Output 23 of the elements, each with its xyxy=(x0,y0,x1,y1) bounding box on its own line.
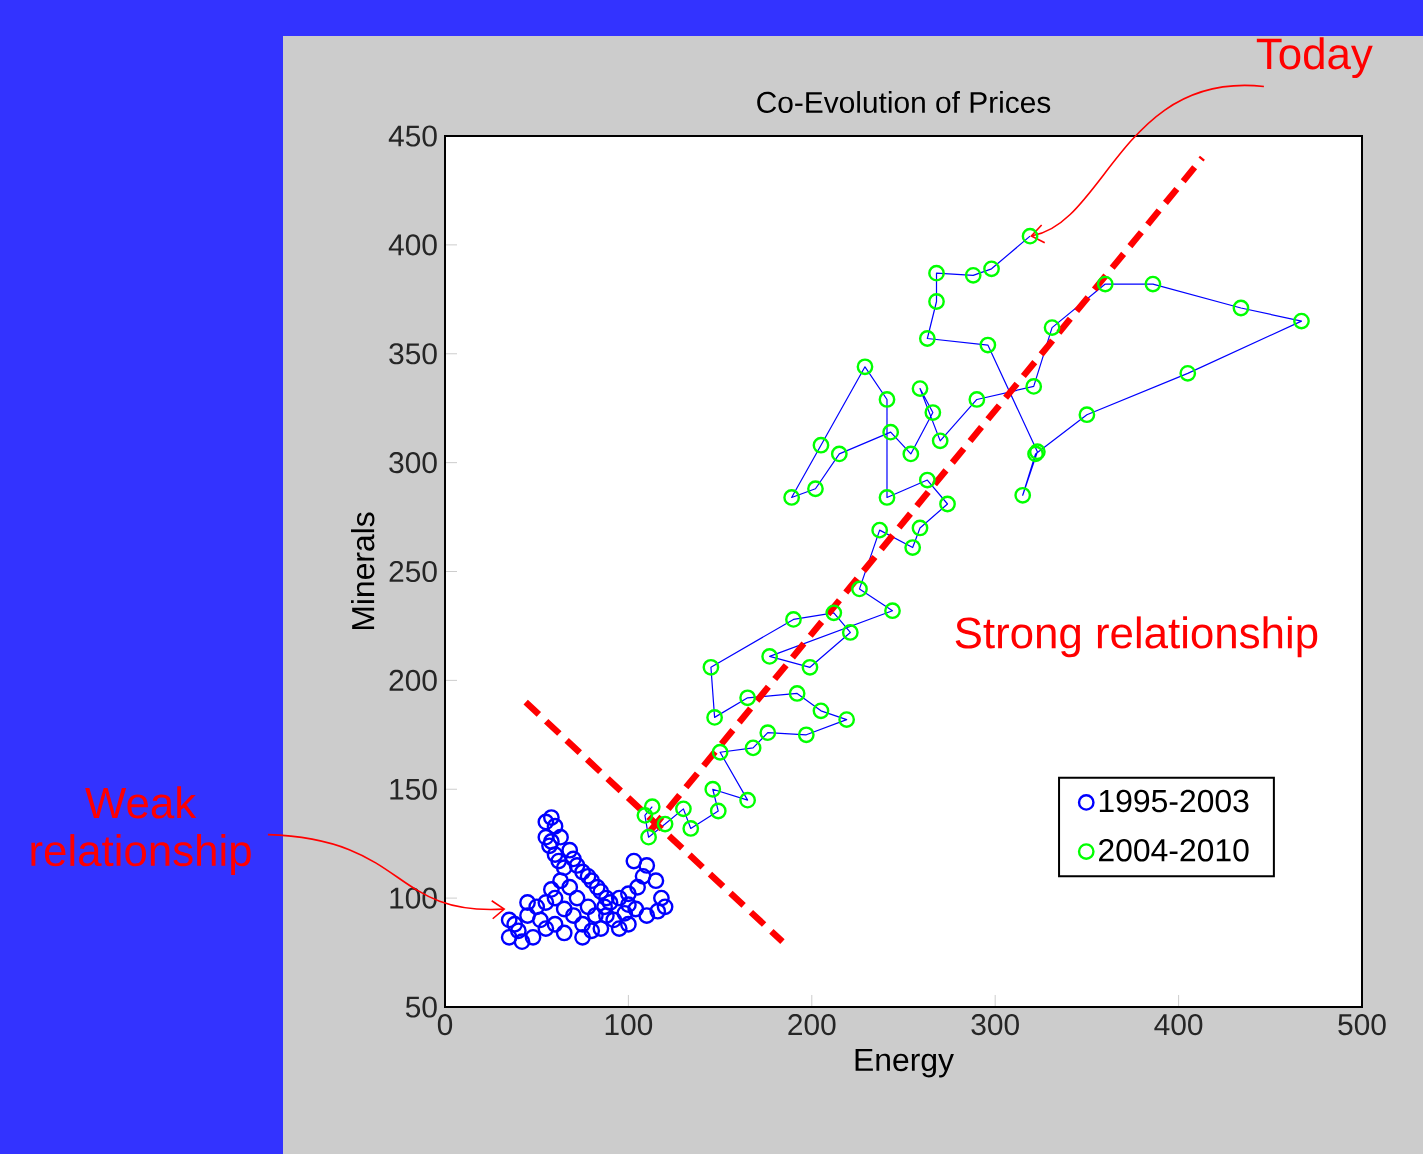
y-tick-label: 100 xyxy=(390,887,437,909)
legend-label: 2004-2010 xyxy=(1099,838,1249,862)
y-tick-label: 250 xyxy=(389,560,437,583)
y-axis-title: Minerals xyxy=(351,512,375,630)
legend-label: 1995-2003 xyxy=(1099,789,1249,813)
x-tick-label: 100 xyxy=(605,1014,653,1036)
x-tick-label: 0 xyxy=(437,1014,453,1036)
annotation: Weak relationship xyxy=(31,786,251,875)
y-tick-label: 200 xyxy=(389,669,437,691)
y-tick-label: 50 xyxy=(405,996,437,1018)
y-tick-label: 300 xyxy=(389,452,437,474)
x-tick-label: 500 xyxy=(1338,1014,1386,1036)
x-tick-label: 400 xyxy=(1154,1014,1203,1036)
chart-title: Co-Evolution of Prices xyxy=(757,91,1051,113)
x-tick-label: 200 xyxy=(788,1014,836,1036)
annotation: Strong relationship xyxy=(955,616,1318,658)
y-tick-label: 350 xyxy=(389,343,437,365)
y-tick-label: 150 xyxy=(390,778,437,800)
annotation: Today xyxy=(1256,37,1373,79)
y-tick-label: 400 xyxy=(388,234,437,256)
y-tick-label: 450 xyxy=(388,125,437,147)
x-axis-title: Energy xyxy=(855,1048,954,1078)
x-tick-label: 300 xyxy=(971,1014,1019,1036)
